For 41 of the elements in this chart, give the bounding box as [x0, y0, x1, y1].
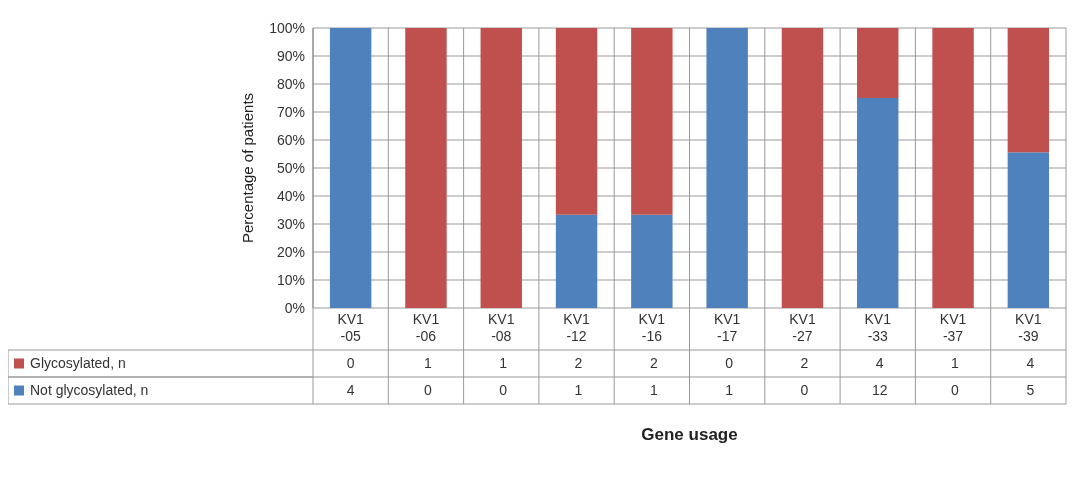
x-tick-label: KV1-05 — [337, 311, 365, 344]
x-tick-label: KV1-39 — [1015, 311, 1042, 344]
y-tick-label: 30% — [276, 215, 305, 232]
bar — [405, 28, 447, 308]
x-tick-label: KV1-12 — [563, 311, 590, 344]
y-axis-title: Percentage of patients — [239, 92, 256, 244]
x-tick-label: KV1-16 — [638, 311, 666, 344]
x-tick-label: KV1-33 — [864, 311, 892, 344]
bar — [706, 28, 748, 308]
y-tick-label: 40% — [276, 187, 305, 204]
bar — [932, 28, 974, 308]
x-tick-label: KV1-17 — [713, 311, 741, 344]
x-tick-label: KV1-37 — [939, 311, 967, 344]
bar — [555, 214, 598, 308]
text: 4 0 0 1 1 1 0 12 0 5 — [346, 382, 1035, 399]
y-tick-label: 60% — [276, 131, 305, 148]
text: 0 1 1 2 2 0 2 4 1 4 — [346, 355, 1035, 372]
bar — [1007, 28, 1050, 153]
x-tick-label: KV1-27 — [789, 311, 816, 344]
bar — [555, 28, 598, 215]
y-tick-label: 100% — [269, 19, 305, 36]
bar — [857, 28, 899, 98]
bar — [1007, 152, 1050, 308]
legend-label: Not glycosylated, n — [30, 382, 149, 399]
legend-label: Glycosylated, n — [30, 355, 126, 372]
x-axis-title: Gene usage — [641, 425, 738, 444]
bar — [631, 214, 673, 308]
x-tick-label: KV1-08 — [488, 311, 515, 344]
y-tick-label: 10% — [276, 271, 305, 288]
y-tick-label: 70% — [276, 103, 305, 120]
bar — [781, 28, 824, 308]
bar — [480, 28, 522, 308]
x-tick-label: KV1-06 — [412, 311, 440, 344]
bar — [631, 28, 673, 215]
bar — [329, 28, 372, 308]
bar — [857, 98, 899, 308]
y-tick-label: 20% — [276, 243, 305, 260]
y-tick-label: 0% — [284, 299, 305, 316]
y-tick-label: 90% — [276, 47, 305, 64]
y-tick-label: 80% — [276, 75, 305, 92]
y-tick-label: 50% — [276, 159, 305, 176]
